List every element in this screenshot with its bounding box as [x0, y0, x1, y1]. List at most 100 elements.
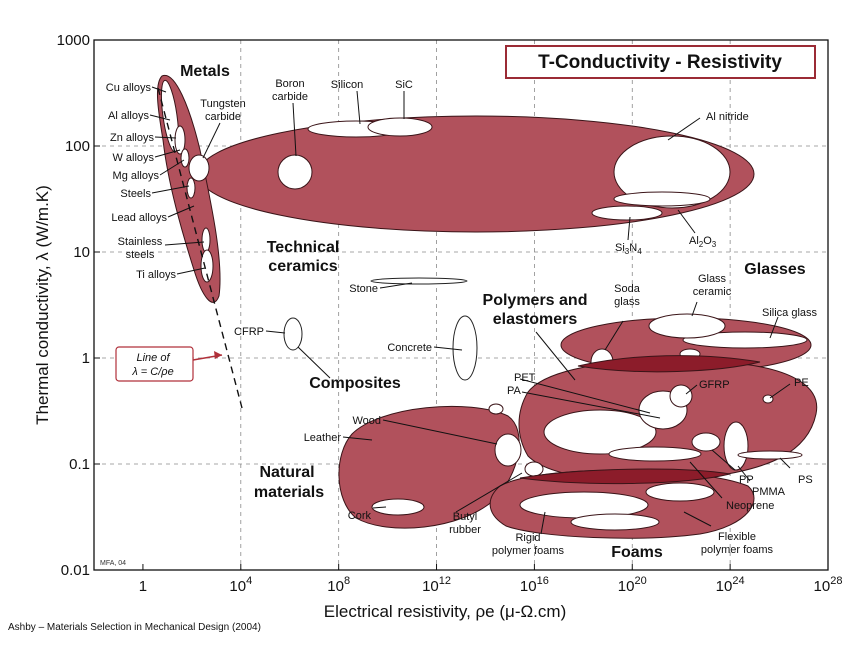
label-boron-1: Boron: [275, 78, 304, 90]
x-tick-label: 108: [327, 575, 350, 595]
y-tick-label: 1: [82, 350, 90, 367]
guide-label-2: λ = C/ρe: [131, 366, 173, 378]
label-flexible-2: polymer foams: [701, 544, 774, 556]
label-al-alloys: Al alloys: [108, 110, 149, 122]
label-rigid-2: polymer foams: [492, 545, 565, 557]
label-mfa: MFA, 04: [100, 560, 126, 567]
label-stone: Stone: [349, 283, 378, 295]
guide-arrowhead: [214, 351, 222, 359]
label-natural-1: Natural: [259, 464, 314, 481]
label-flexible-1: Flexible: [718, 531, 756, 543]
bubble-si3n4: [591, 205, 663, 221]
label-technical-2: ceramics: [268, 258, 337, 275]
bubble-pmma: [723, 421, 749, 471]
label-silica-glass: Silica glass: [762, 307, 818, 319]
label-zn-alloys: Zn alloys: [110, 132, 155, 144]
bubble-ti: [200, 249, 214, 283]
bubble-sic: [367, 117, 433, 137]
bubble-concrete: [452, 315, 478, 381]
x-tick-label: 1016: [520, 575, 549, 595]
chart-title: T-Conductivity - Resistivity: [538, 52, 782, 73]
label-glasses: Glasses: [744, 261, 805, 278]
label-sic: SiC: [395, 79, 413, 91]
label-tungsten-2: carbide: [205, 111, 241, 123]
label-leather: Leather: [304, 432, 342, 444]
y-tick-label: 10: [73, 244, 90, 261]
y-tick-label: 0.01: [61, 562, 90, 579]
label-technical-1: Technical: [267, 239, 340, 256]
envelope-layer: [156, 74, 818, 539]
plot-frame: [93, 39, 829, 571]
label-composites: Composites: [309, 375, 401, 392]
label-neoprene: Neoprene: [726, 500, 774, 512]
bubble-silica-glass: [682, 331, 808, 349]
x-tick-label: 1020: [618, 575, 647, 595]
guide-label-1: Line of: [136, 352, 170, 364]
label-stainless-1: Stainless: [118, 236, 163, 248]
label-rigid-1: Rigid: [515, 532, 540, 544]
guide-box: [115, 346, 194, 382]
bubble-flexible-foam-2: [570, 513, 660, 531]
x-axis-title: Electrical resistivity, ρe (μ-Ω.cm): [324, 602, 566, 621]
bubble-boron-carbide: [277, 154, 313, 190]
label-cork: Cork: [348, 510, 372, 522]
y-tick-label: 100: [65, 138, 90, 155]
label-al-nitride: Al nitride: [706, 111, 749, 123]
x-tick-label: 104: [229, 575, 252, 595]
label-natural-2: materials: [254, 484, 324, 501]
bubble-al2o3: [613, 191, 711, 207]
label-pa: PA: [507, 385, 522, 397]
bubble-neoprene: [608, 446, 702, 462]
label-pp: PP: [739, 474, 754, 486]
y-tick-label: 1000: [57, 32, 90, 49]
label-al2o3: Al2O3: [689, 235, 717, 249]
x-tick-label: 1024: [716, 575, 745, 595]
label-boron-2: carbide: [272, 91, 308, 103]
bubble-stone: [370, 277, 468, 285]
band-foams-dark: [519, 468, 731, 485]
y-axis-title: Thermal conductivity, λ (W/m.K): [33, 185, 52, 425]
label-butyl-2: rubber: [449, 524, 481, 536]
label-glass-ceramic-1: Glass: [698, 273, 727, 285]
bubble-al-nitride: [613, 135, 731, 209]
label-foams: Foams: [611, 544, 663, 561]
label-gfrp: GFRP: [699, 379, 730, 391]
bubble-pe: [762, 394, 774, 404]
bubble-pp: [691, 432, 721, 452]
bubble-gfrp: [669, 384, 693, 408]
bubble-stainless: [201, 227, 211, 253]
label-concrete: Concrete: [387, 342, 432, 354]
y-tick-label: 0.1: [69, 456, 90, 473]
label-glass-ceramic-2: ceramic: [693, 286, 732, 298]
bubble-cork: [371, 498, 425, 516]
bubble-glass-ceramic: [648, 313, 726, 339]
label-ps: PS: [798, 474, 813, 486]
label-si3n4: Si3N4: [615, 242, 642, 256]
band-polymers-dark: [577, 355, 761, 373]
axis-ticks: 1 104 108 1012 1016 1020 1024 1028 1000 100 10 1 0.1…: [57, 32, 843, 595]
label-silicon: Silicon: [331, 79, 363, 91]
x-tick-label: 1: [139, 578, 147, 595]
label-polymers-1: Polymers and: [483, 292, 588, 309]
bubble-flexible-foam-1: [645, 482, 715, 502]
label-lead-alloys: Lead alloys: [111, 212, 167, 224]
source-caption: Ashby – Materials Selection in Mechanica…: [8, 622, 261, 633]
bubble-cfrp: [283, 317, 303, 351]
label-cu-alloys: Cu alloys: [106, 82, 152, 94]
label-mg-alloys: Mg alloys: [113, 170, 160, 182]
label-wood: Wood: [352, 415, 381, 427]
label-stainless-2: steels: [126, 249, 155, 261]
bubble-ps: [737, 450, 803, 460]
label-pmma: PMMA: [752, 486, 786, 498]
label-pet: PET: [514, 372, 536, 384]
x-tick-label: 1012: [422, 575, 451, 595]
bubble-tungsten-carbide: [188, 154, 210, 182]
label-cfrp: CFRP: [234, 326, 264, 338]
bubble-wood-small: [488, 403, 504, 415]
label-steels: Steels: [120, 188, 151, 200]
x-tick-label: 1028: [814, 575, 843, 595]
leader-lines: [149, 86, 791, 535]
bubble-wood: [494, 433, 522, 467]
